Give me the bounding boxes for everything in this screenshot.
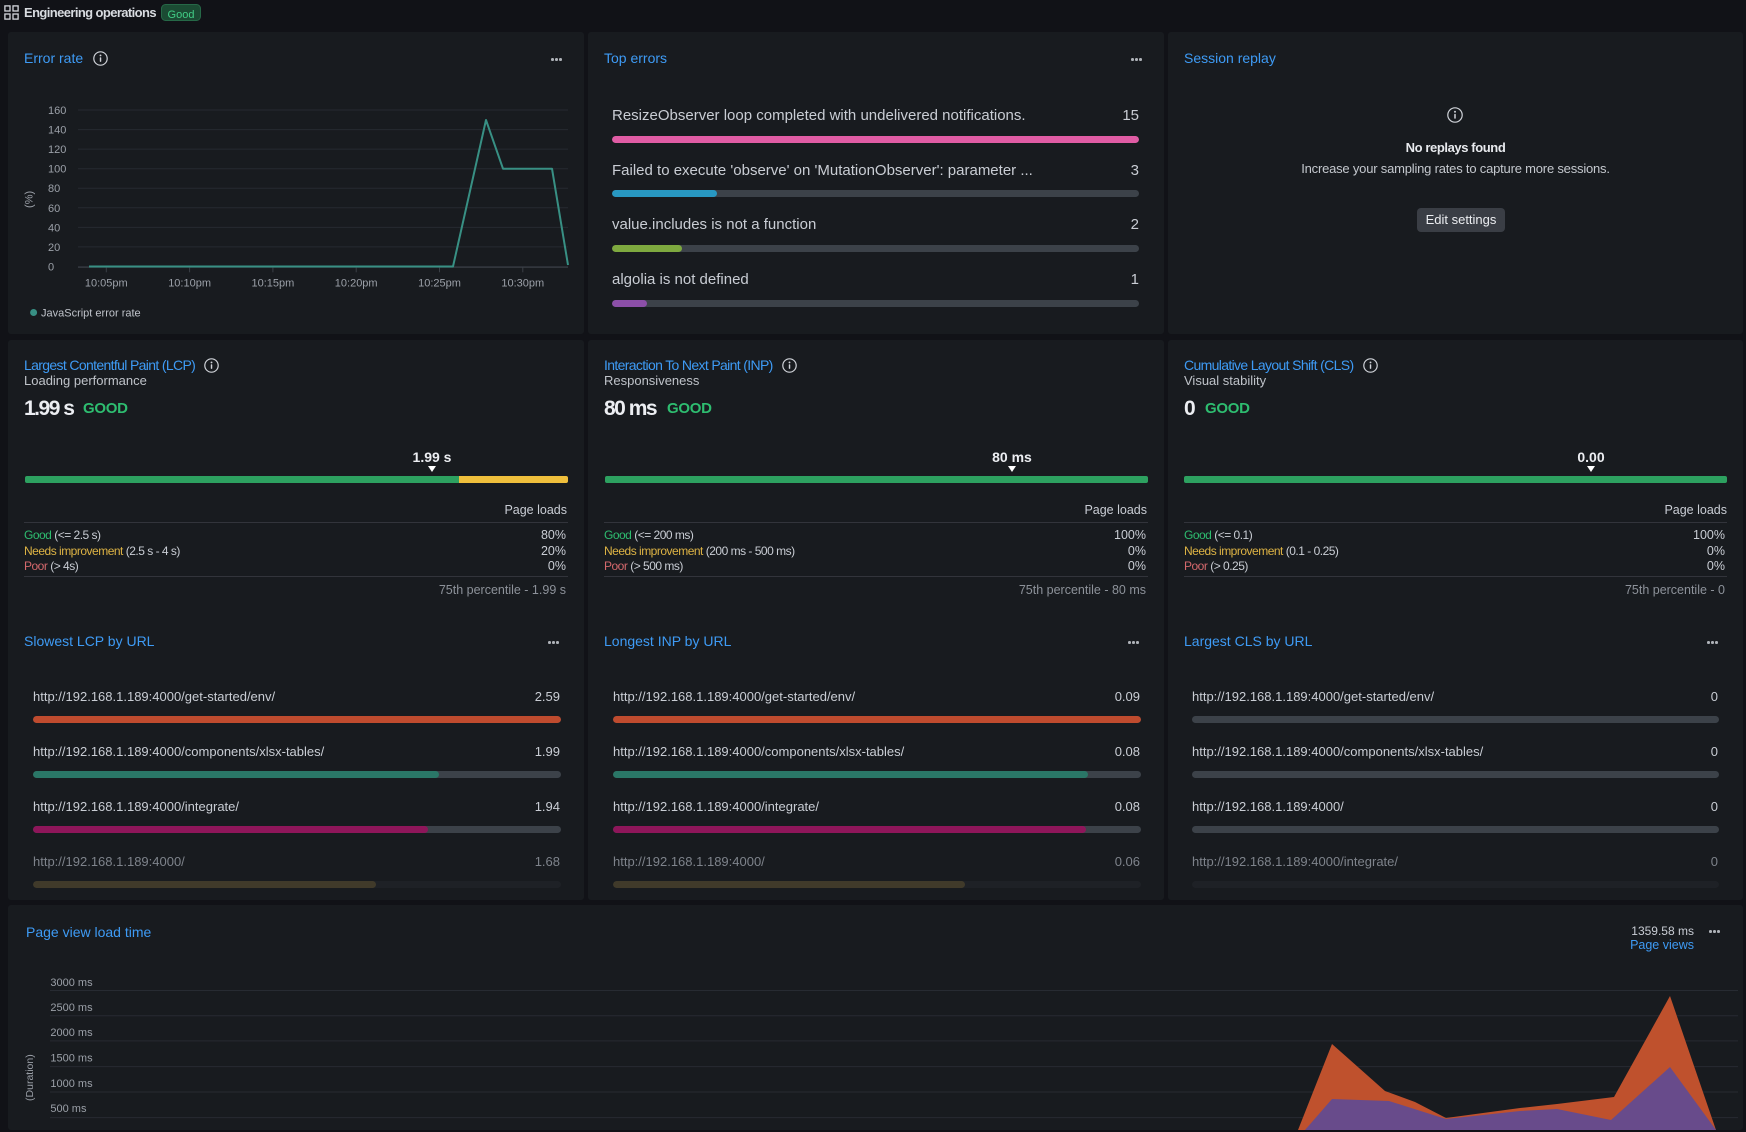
svg-text:3000 ms: 3000 ms bbox=[50, 977, 93, 989]
svg-text:1500 ms: 1500 ms bbox=[50, 1053, 93, 1065]
svg-text:10:10pm: 10:10pm bbox=[168, 278, 211, 290]
svg-text:1000 ms: 1000 ms bbox=[50, 1078, 93, 1090]
svg-text:10:20pm: 10:20pm bbox=[335, 278, 378, 290]
svg-text:160: 160 bbox=[48, 105, 66, 117]
svg-text:500 ms: 500 ms bbox=[50, 1103, 87, 1115]
svg-text:20: 20 bbox=[48, 242, 60, 254]
svg-text:60: 60 bbox=[48, 203, 60, 215]
svg-text:10:15pm: 10:15pm bbox=[251, 278, 294, 290]
svg-text:2500 ms: 2500 ms bbox=[50, 1002, 93, 1014]
svg-text:40: 40 bbox=[48, 222, 60, 234]
svg-text:80: 80 bbox=[48, 183, 60, 195]
svg-text:(%): (%) bbox=[24, 191, 36, 208]
svg-text:10:25pm: 10:25pm bbox=[418, 278, 461, 290]
svg-text:10:05pm: 10:05pm bbox=[85, 278, 128, 290]
svg-text:2000 ms: 2000 ms bbox=[50, 1027, 93, 1039]
svg-text:0: 0 bbox=[48, 262, 54, 274]
svg-text:(Duration): (Duration) bbox=[24, 1054, 36, 1101]
svg-text:140: 140 bbox=[48, 125, 66, 137]
svg-text:100: 100 bbox=[48, 164, 66, 176]
svg-text:120: 120 bbox=[48, 144, 66, 156]
svg-text:10:30pm: 10:30pm bbox=[501, 278, 544, 290]
svg-text:JavaScript error rate: JavaScript error rate bbox=[41, 308, 141, 320]
